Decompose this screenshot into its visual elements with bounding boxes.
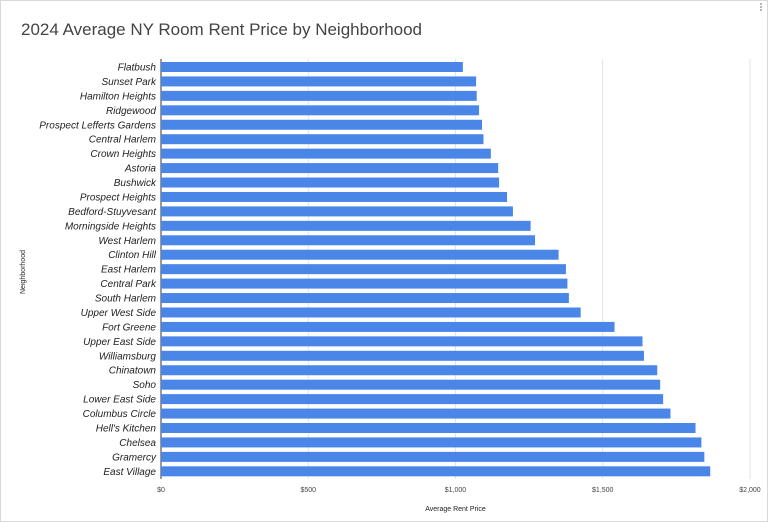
bar[interactable]	[161, 178, 499, 188]
bar[interactable]	[161, 105, 479, 115]
bar[interactable]	[161, 206, 513, 216]
category-label: Sunset Park	[102, 77, 157, 88]
category-label: Clinton Hill	[108, 250, 157, 261]
category-label: Ridgewood	[106, 106, 156, 117]
x-tick-label: $500	[300, 487, 316, 494]
bar[interactable]	[161, 423, 696, 433]
category-label: Chelsea	[119, 438, 156, 449]
category-label: Lower East Side	[83, 395, 156, 406]
category-label: Central Harlem	[89, 135, 156, 146]
bar[interactable]	[161, 120, 482, 130]
bar[interactable]	[161, 192, 507, 202]
bar[interactable]	[161, 437, 701, 447]
bar[interactable]	[161, 62, 463, 72]
x-tick-label: $0	[157, 487, 165, 494]
category-label: Upper West Side	[81, 308, 157, 319]
category-label: Columbus Circle	[83, 409, 157, 420]
bar[interactable]	[161, 264, 566, 274]
bar[interactable]	[161, 409, 670, 419]
x-axis-label: Average Rent Price	[425, 506, 486, 513]
bar[interactable]	[161, 221, 531, 231]
bar[interactable]	[161, 163, 498, 173]
bars	[161, 62, 710, 476]
bar[interactable]	[161, 452, 704, 462]
category-label: Upper East Side	[83, 337, 156, 348]
category-label: Prospect Heights	[80, 192, 156, 203]
bar[interactable]	[161, 351, 644, 361]
bar[interactable]	[161, 466, 710, 476]
y-axis-label: Neighborhood	[20, 250, 27, 294]
category-label: Central Park	[100, 279, 157, 290]
bar[interactable]	[161, 250, 559, 260]
x-tick-label: $1,500	[592, 487, 614, 494]
category-label: Williamsburg	[99, 351, 157, 362]
x-tick-label: $1,000	[445, 487, 467, 494]
category-label: Morningside Heights	[65, 221, 156, 232]
category-labels: Flatbush Sunset Park Hamilton Heights Ridge…	[39, 63, 157, 478]
bar[interactable]	[161, 394, 663, 404]
category-label: Crown Heights	[90, 149, 156, 160]
bar[interactable]	[161, 279, 567, 289]
bar[interactable]	[161, 235, 535, 245]
bar[interactable]	[161, 91, 477, 101]
category-label: West Harlem	[98, 236, 156, 247]
category-label: Astoria	[124, 164, 157, 175]
category-label: Gramercy	[112, 452, 157, 463]
category-label: Fort Greene	[102, 322, 156, 333]
bar[interactable]	[161, 76, 476, 86]
bar[interactable]	[161, 307, 581, 317]
bar[interactable]	[161, 322, 615, 332]
category-label: Prospect Lefferts Gardens	[39, 120, 156, 131]
x-tick-labels: $0 $500 $1,000 $1,500 $2,000	[157, 487, 761, 494]
category-label: Bedford-Stuyvesant	[68, 207, 157, 218]
category-label: Soho	[133, 380, 157, 391]
bar[interactable]	[161, 380, 660, 390]
x-tick-label: $2,000	[739, 487, 761, 494]
bar[interactable]	[161, 293, 569, 303]
category-label: Bushwick	[114, 178, 157, 189]
bar[interactable]	[161, 365, 657, 375]
bar[interactable]	[161, 336, 643, 346]
category-label: Flatbush	[118, 63, 157, 74]
category-label: East Harlem	[101, 265, 156, 276]
bar[interactable]	[161, 149, 491, 159]
category-label: Chinatown	[109, 366, 157, 377]
category-label: Hell's Kitchen	[96, 424, 157, 435]
bar[interactable]	[161, 134, 483, 144]
category-label: Hamilton Heights	[80, 91, 156, 102]
category-label: South Harlem	[95, 294, 156, 305]
category-label: East Village	[103, 467, 156, 478]
